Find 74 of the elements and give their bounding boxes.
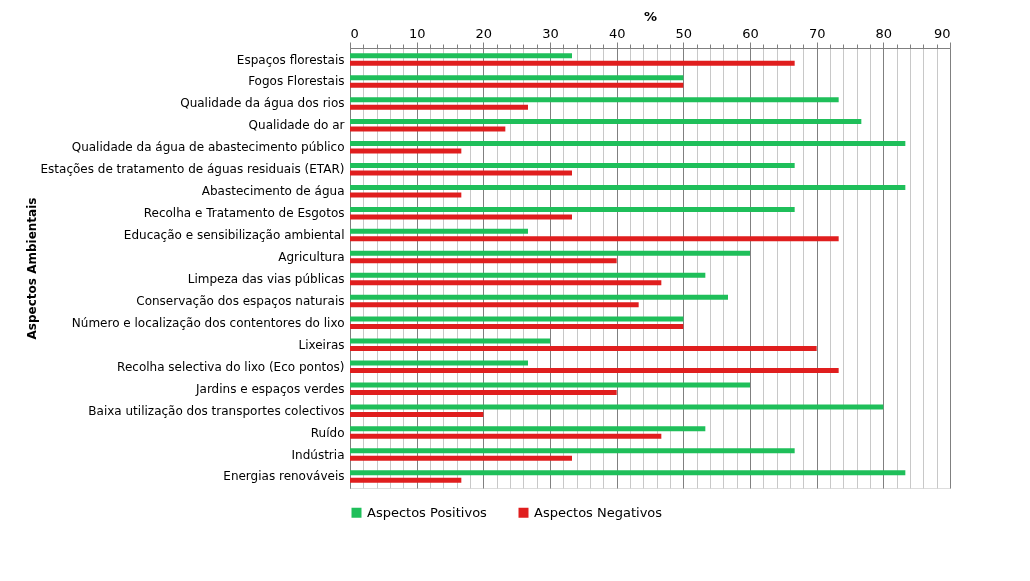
x-tick-label: 80: [875, 25, 893, 41]
bar: [350, 236, 839, 242]
x-tick-label: 70: [808, 25, 826, 41]
bar: [350, 119, 862, 125]
bar: [350, 184, 906, 190]
y-tick-label: Energias renováveis: [223, 469, 345, 484]
x-tick-label: 10: [408, 25, 426, 41]
x-tick-label: 30: [542, 25, 559, 41]
y-tick-label: Ruído: [310, 425, 345, 440]
bar: [350, 368, 839, 374]
bar: [350, 280, 662, 286]
y-tick-label: Educação e sensibilização ambiental: [123, 228, 345, 243]
bar: [350, 382, 750, 388]
bar: [350, 360, 528, 366]
bar: [350, 126, 506, 132]
bar: [350, 206, 795, 212]
y-tick-label: Baixa utilização dos transportes colectivos: [88, 403, 345, 418]
bar: [350, 250, 750, 256]
x-tick-label: 60: [742, 25, 759, 41]
y-tick-label: Indústria: [291, 447, 345, 462]
y-tick-label: Número e localização dos contentores do lixo: [71, 315, 345, 330]
y-tick-label: Jardins e espaços verdes: [194, 381, 345, 396]
bar: [350, 324, 684, 330]
legend-label: Aspectos Negativos: [534, 504, 663, 520]
y-tick-label: Recolha selectiva do lixo (Eco pontos): [117, 359, 345, 374]
x-tick-label: 90: [933, 25, 951, 41]
bar: [350, 346, 817, 352]
y-tick-label: Conservação dos espaços naturais: [136, 293, 345, 308]
y-tick-label: Agricultura: [278, 250, 345, 265]
bar: [350, 404, 884, 410]
x-tick-label: 40: [608, 25, 626, 41]
x-tick-label: 20: [475, 25, 493, 41]
x-axis-title: %: [643, 8, 658, 24]
y-tick-label: Espaços florestais: [236, 52, 345, 67]
y-tick-label: Qualidade do ar: [248, 118, 345, 133]
bar: [350, 170, 572, 176]
bar: [350, 477, 462, 483]
bar: [350, 60, 795, 66]
bar: [350, 75, 684, 81]
x-tick-label: 0: [350, 25, 359, 41]
y-tick-label: Limpeza das vias públicas: [187, 271, 345, 286]
bar: [350, 82, 684, 88]
bar: [350, 448, 795, 454]
bar: [350, 316, 684, 322]
y-tick-label: Qualidade da água de abastecimento público: [71, 140, 345, 155]
bar: [350, 455, 572, 461]
y-tick-label: Abastecimento de água: [201, 184, 345, 199]
bar: [350, 433, 662, 439]
bar: [350, 258, 617, 264]
bar: [350, 97, 839, 103]
bar: [350, 162, 795, 168]
bar: [350, 411, 484, 417]
y-tick-label: Fogos Florestais: [248, 74, 345, 89]
bar: [350, 426, 706, 432]
y-tick-label: Recolha e Tratamento de Esgotos: [143, 206, 345, 221]
bar: [350, 148, 462, 154]
bar: [350, 294, 728, 300]
bar: [350, 192, 462, 198]
y-axis-title: Aspectos Ambientais: [24, 197, 39, 340]
legend-label: Aspectos Positivos: [367, 504, 488, 520]
bar: [350, 338, 550, 344]
bar: [350, 141, 906, 147]
bar: [350, 470, 906, 476]
bar: [350, 389, 617, 395]
bar: [350, 104, 528, 110]
y-tick-label: Qualidade da água dos rios: [180, 96, 345, 111]
bar: [350, 302, 639, 308]
y-tick-label: Lixeiras: [298, 337, 345, 352]
bar: [350, 53, 572, 59]
bar: [350, 214, 572, 220]
y-tick-label: Estações de tratamento de águas residuais (ETAR): [40, 162, 345, 177]
bar: [350, 228, 528, 234]
x-tick-label: 50: [675, 25, 693, 41]
bar: [350, 272, 706, 278]
